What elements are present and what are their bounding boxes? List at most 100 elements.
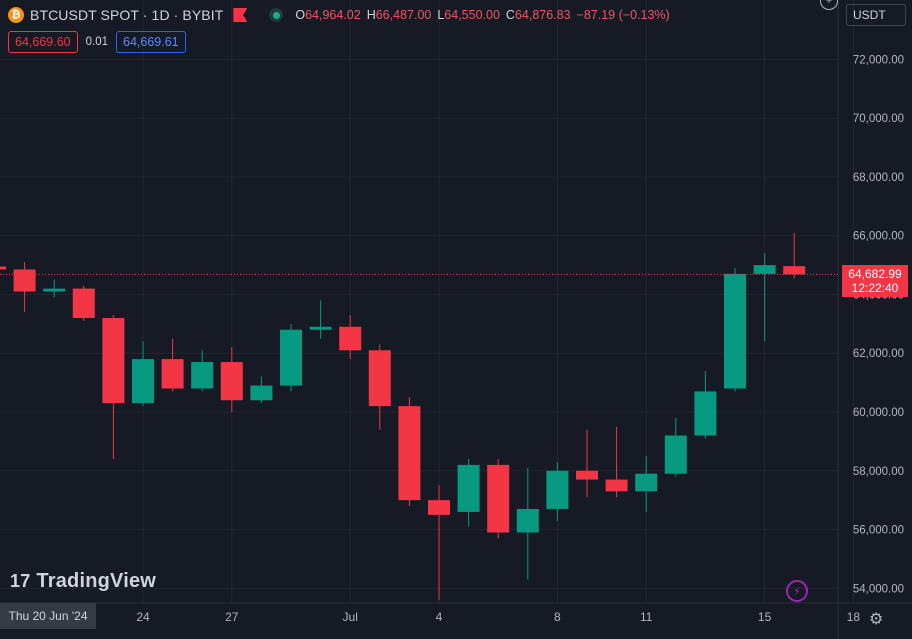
price-tick-label: 62,000.00 — [853, 348, 904, 360]
symbol-title[interactable]: BTCUSDT SPOT · 1D · BYBIT — [30, 7, 224, 23]
candle — [220, 347, 243, 412]
market-status-icon[interactable] — [269, 8, 284, 22]
tradingview-logo-icon: 17 — [10, 571, 31, 591]
gear-icon[interactable]: ⚙ — [869, 611, 884, 628]
candle-body — [72, 288, 95, 318]
candle — [576, 429, 598, 498]
candle-body — [457, 464, 480, 512]
candle-body — [339, 326, 362, 351]
price-tick-label: 56,000.00 — [853, 525, 904, 537]
candle-body — [132, 359, 154, 404]
candle-body — [161, 359, 184, 389]
spread-value: 0.01 — [85, 36, 108, 48]
ohlc-low: L64,550.00 — [437, 8, 500, 22]
bitcoin-icon: ₿ — [8, 7, 24, 23]
price-tick-label: 60,000.00 — [853, 407, 904, 419]
price-tick-label: 68,000.00 — [853, 172, 904, 184]
flag-icon[interactable] — [233, 8, 248, 22]
candle — [635, 456, 658, 512]
candle — [724, 268, 746, 392]
candle-body — [220, 362, 243, 401]
price-tick-label: 72,000.00 — [853, 54, 904, 66]
candle-body — [398, 406, 421, 501]
bar-countdown: 12:22:40 — [851, 281, 899, 296]
candle-body — [576, 470, 598, 480]
last-price-badge: 64,682.99 12:22:40 — [842, 265, 908, 298]
tradingview-logo[interactable]: 17 TradingView — [10, 570, 156, 593]
candle-body — [635, 473, 658, 492]
candle — [368, 344, 391, 430]
candle — [72, 285, 95, 321]
candle — [457, 459, 480, 527]
candle — [309, 300, 332, 339]
candle-body — [13, 269, 36, 292]
candle-body — [694, 391, 717, 436]
ohlc-open: O64,964.02 — [295, 8, 361, 22]
candle — [753, 253, 776, 342]
time-axis[interactable]: 24 27 Jul 4 8 11 15 18 — [136, 610, 860, 624]
candle-body — [191, 362, 214, 389]
candle — [487, 459, 510, 539]
time-tick-label: 11 — [640, 610, 653, 624]
candle — [280, 323, 302, 392]
candle-body — [753, 265, 776, 274]
candle — [516, 467, 539, 580]
time-tick-label: 24 — [136, 610, 150, 624]
candle — [250, 376, 273, 404]
symbol-header: ₿ BTCUSDT SPOT · 1D · BYBIT O64,964.02 H… — [0, 0, 840, 30]
candle-body — [546, 470, 569, 509]
candle — [694, 370, 717, 439]
candle-layer — [0, 232, 838, 601]
candle-body — [280, 329, 302, 386]
candle — [191, 350, 214, 392]
tradingview-logo-text: TradingView — [36, 570, 157, 592]
candle-body — [605, 479, 628, 492]
lightning-icon[interactable]: ⚡ — [786, 580, 808, 602]
time-tick-label: 27 — [225, 610, 239, 624]
time-tick-label: 8 — [554, 610, 561, 624]
sell-button[interactable]: 64,669.60 — [8, 31, 78, 53]
candle-body — [516, 508, 539, 533]
buy-button[interactable]: 64,669.61 — [116, 31, 186, 53]
candle-body — [43, 288, 66, 292]
candle — [161, 338, 184, 392]
crosshair-date-badge: Thu 20 Jun '24 — [0, 603, 96, 629]
candle-body — [250, 385, 273, 401]
candle — [102, 315, 125, 460]
trade-panel: 64,669.60 0.01 64,669.61 — [8, 31, 186, 53]
candle-body — [0, 266, 6, 270]
candle-body — [309, 326, 332, 330]
candle — [605, 426, 628, 498]
candle-body — [368, 350, 391, 407]
price-tick-label: 58,000.00 — [853, 466, 904, 478]
time-tick-label: 15 — [758, 610, 772, 624]
currency-selector[interactable]: USDT — [846, 4, 906, 26]
ohlc-close: C64,876.83 — [505, 8, 571, 22]
last-price-value: 64,682.99 — [848, 267, 902, 282]
time-tick-label: 4 — [436, 610, 443, 624]
time-tick-label: Jul — [343, 610, 358, 624]
candle-body — [664, 435, 687, 474]
candle-body — [428, 500, 450, 515]
time-tick-label: 18 — [847, 610, 861, 624]
candle-body — [783, 266, 806, 275]
ohlc-high: H66,487.00 — [366, 8, 432, 22]
candle — [13, 262, 36, 313]
price-tick-label: 66,000.00 — [853, 231, 904, 243]
candle — [546, 461, 569, 521]
candle — [398, 397, 421, 507]
ohlc-change: −87.19 (−0.13%) — [576, 8, 670, 22]
candle — [783, 232, 806, 279]
price-tick-label: 70,000.00 — [853, 113, 904, 125]
price-tick-label: 54,000.00 — [853, 583, 904, 595]
candle-body — [724, 273, 746, 389]
candle — [339, 315, 362, 360]
candle — [664, 417, 687, 477]
candle — [43, 279, 66, 298]
candle — [0, 266, 6, 270]
candle — [428, 485, 450, 601]
candle — [132, 341, 154, 407]
candle-body — [102, 317, 125, 404]
